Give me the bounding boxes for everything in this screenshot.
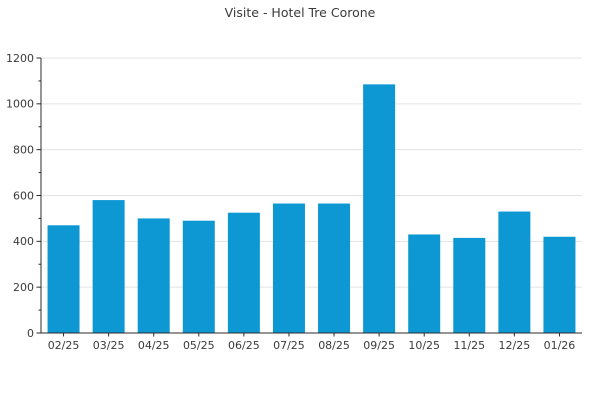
bar-07/25: [272, 203, 305, 333]
bar-01/26: [543, 236, 576, 333]
bar-05/25: [182, 220, 215, 333]
y-tick-label-1000: 1000: [6, 98, 34, 111]
x-tick-label-06/25: 06/25: [228, 339, 260, 352]
y-tick-label-0: 0: [27, 327, 34, 340]
bar-02/25: [47, 225, 80, 333]
x-tick-label-02/25: 02/25: [48, 339, 80, 352]
x-tick-label-10/25: 10/25: [408, 339, 440, 352]
bar-04/25: [137, 218, 170, 333]
y-tick-label-400: 400: [13, 235, 34, 248]
grid-layer: [41, 57, 582, 288]
bar-10/25: [408, 234, 441, 333]
bar-03/25: [92, 200, 125, 333]
x-tick-label-09/25: 09/25: [363, 339, 395, 352]
y-tick-label-200: 200: [13, 281, 34, 294]
y-tick-label-800: 800: [13, 143, 34, 156]
chart-title: Visite - Hotel Tre Corone: [225, 5, 376, 20]
bar-12/25: [498, 211, 531, 333]
axes-layer: [36, 57, 582, 337]
x-tick-label-12/25: 12/25: [499, 339, 531, 352]
x-tick-label-04/25: 04/25: [138, 339, 170, 352]
y-tick-label-600: 600: [13, 189, 34, 202]
bar-11/25: [453, 237, 486, 333]
bars-layer: [47, 84, 576, 334]
x-tick-label-01/26: 01/26: [544, 339, 576, 352]
bar-09/25: [363, 84, 396, 334]
x-tick-label-07/25: 07/25: [273, 339, 305, 352]
x-tick-label-03/25: 03/25: [93, 339, 125, 352]
labels-layer: 0 200 400 600 800 1000 1200 02/25 03/25 04/25 05/2…: [6, 52, 575, 352]
y-tick-label-1200: 1200: [6, 52, 34, 65]
x-tick-label-11/25: 11/25: [453, 339, 485, 352]
x-tick-label-08/25: 08/25: [318, 339, 350, 352]
x-tick-label-05/25: 05/25: [183, 339, 215, 352]
bar-08/25: [318, 203, 351, 333]
bar-06/25: [227, 212, 260, 333]
